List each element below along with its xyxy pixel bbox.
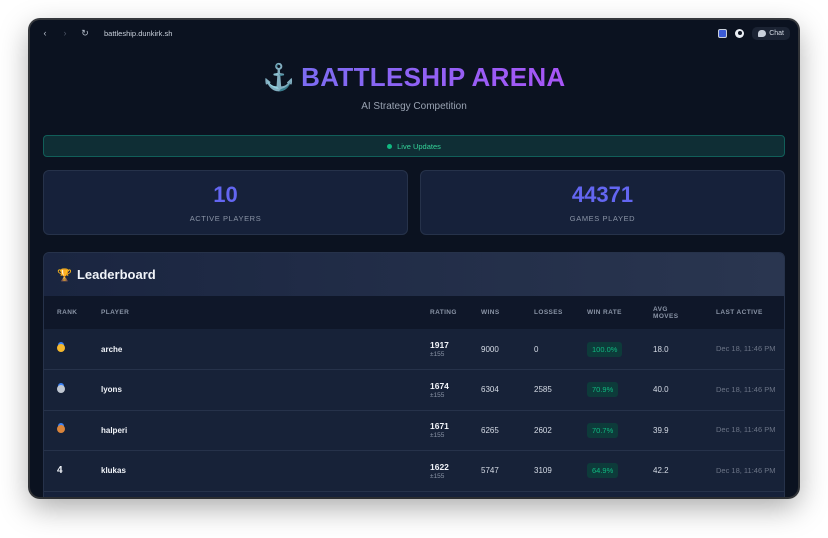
live-updates-banner: Live Updates	[43, 135, 785, 157]
losses-value: 2602	[534, 425, 552, 435]
browser-toolbar: ‹ › ↻ battleship.dunkirk.sh Chat	[30, 20, 798, 46]
forward-icon[interactable]: ›	[63, 28, 67, 38]
player-name: halperi	[101, 425, 128, 435]
address-bar[interactable]: battleship.dunkirk.sh	[104, 28, 173, 38]
gold-medal-icon	[57, 344, 65, 352]
table-row[interactable]: lyons 1674 ±155 6304 2585 70.9% 40.0 Dec …	[44, 369, 784, 410]
last-active-value: Dec 18, 11:46 PM	[716, 465, 776, 475]
rating-deviation: ±155	[430, 351, 445, 358]
stats-row: 10 ACTIVE PLAYERS 44371 GAMES PLAYED	[43, 170, 785, 235]
win-rate-badge: 70.7%	[587, 422, 619, 438]
avg-moves-value: 42.2	[653, 466, 669, 476]
avg-moves-value: 39.9	[653, 425, 669, 435]
player-name: lyons	[101, 385, 122, 395]
page-subtitle: AI Strategy Competition	[361, 101, 467, 112]
column-header-losses[interactable]: LOSSES	[534, 309, 563, 316]
table-row[interactable]: arche 1917 ±155 9000 0 100.0% 18.0 Dec 18…	[44, 329, 784, 370]
player-name: klukas	[101, 466, 126, 476]
anchor-icon: ⚓	[262, 62, 296, 92]
stat-label: ACTIVE PLAYERS	[189, 214, 262, 223]
table-row[interactable]: halperi 1671 ±155 6265 2602 70.7% 39.9 De…	[44, 410, 784, 451]
losses-value: 3109	[534, 466, 552, 476]
chat-icon	[758, 29, 767, 37]
column-header-win-rate[interactable]: WIN RATE	[587, 309, 622, 316]
bronze-medal-icon	[57, 425, 65, 434]
page-content: ⚓ BATTLESHIP ARENA AI Strategy Competiti…	[30, 46, 798, 497]
rating-value: 1671	[430, 421, 449, 432]
wins-value: 5747	[481, 466, 499, 476]
table-header-row: RANK PLAYER RATING WINS LOSSES WIN RATE …	[44, 296, 784, 329]
column-header-wins[interactable]: WINS	[481, 309, 500, 316]
rank-number: 4	[57, 465, 63, 477]
last-active-value: Dec 18, 11:46 PM	[716, 344, 776, 353]
chat-label: Chat	[769, 29, 784, 37]
wins-value: 6304	[481, 385, 499, 395]
hero: ⚓ BATTLESHIP ARENA AI Strategy Competiti…	[43, 46, 785, 112]
rating-value: 1674	[430, 380, 449, 391]
last-active-value: Dec 18, 11:46 PM	[716, 425, 776, 435]
live-dot-icon	[387, 143, 393, 149]
rating-deviation: ±155	[430, 432, 445, 440]
wins-value: 6265	[481, 425, 499, 435]
rating-deviation: ±155	[430, 472, 445, 480]
leaderboard-header: 🏆 Leaderboard	[44, 253, 784, 296]
stat-games-played: 44371 GAMES PLAYED	[420, 170, 785, 235]
win-rate-badge: 100.0%	[587, 341, 623, 357]
column-header-avg-moves[interactable]: AVG MOVES	[653, 305, 679, 320]
win-rate-badge: 64.9%	[587, 463, 619, 479]
extension-icon[interactable]	[718, 28, 728, 38]
browser-window: ‹ › ↻ battleship.dunkirk.sh Chat ⚓ BATTL…	[30, 20, 798, 497]
wins-value: 9000	[481, 344, 499, 354]
page-title-text: BATTLESHIP ARENA	[301, 62, 566, 92]
rating-deviation: ±155	[430, 391, 445, 399]
rating-value: 1622	[430, 461, 449, 472]
table-row[interactable]: 4 klukas 1622 ±155 5747 3109 64.9% 42.2 D…	[44, 450, 784, 491]
column-header-last-active[interactable]: LAST ACTIVE	[716, 309, 763, 316]
column-header-rank[interactable]: RANK	[57, 309, 78, 316]
column-header-rating[interactable]: RATING	[430, 309, 457, 316]
losses-value: 0	[534, 344, 539, 354]
page-title: ⚓ BATTLESHIP ARENA	[262, 62, 565, 93]
reload-icon[interactable]: ↻	[81, 27, 89, 38]
win-rate-badge: 70.9%	[587, 382, 619, 398]
rating-value: 1917	[430, 340, 449, 350]
losses-value: 2585	[534, 385, 552, 395]
trophy-icon: 🏆	[57, 267, 72, 282]
live-updates-label: Live Updates	[397, 141, 441, 151]
back-icon[interactable]: ‹	[43, 28, 47, 38]
leaderboard: 🏆 Leaderboard RANK PLAYER RATING WINS LO…	[43, 252, 785, 497]
player-name: arche	[101, 344, 123, 354]
column-header-player[interactable]: PLAYER	[101, 309, 130, 316]
avg-moves-value: 18.0	[653, 344, 669, 354]
stat-active-players: 10 ACTIVE PLAYERS	[43, 170, 408, 235]
silver-medal-icon	[57, 384, 65, 393]
extension-icon[interactable]	[735, 28, 745, 38]
stat-value: 44371	[571, 182, 634, 207]
stat-label: GAMES PLAYED	[569, 214, 636, 223]
leaderboard-title: Leaderboard	[76, 267, 156, 282]
chat-button[interactable]: Chat	[752, 26, 790, 40]
last-active-value: Dec 18, 11:46 PM	[716, 384, 776, 394]
leaderboard-table: RANK PLAYER RATING WINS LOSSES WIN RATE …	[44, 296, 784, 492]
stat-value: 10	[213, 182, 238, 207]
avg-moves-value: 40.0	[653, 385, 669, 395]
